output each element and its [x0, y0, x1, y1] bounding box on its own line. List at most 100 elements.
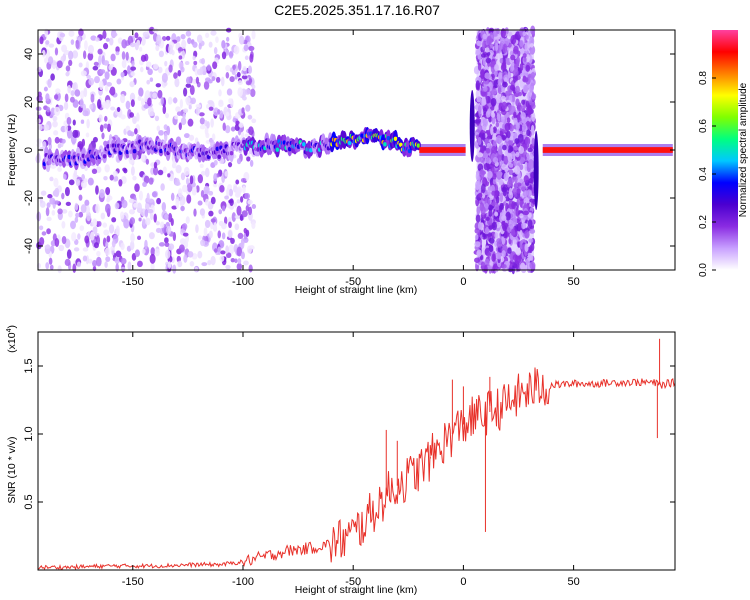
- noise-cell: [228, 98, 233, 104]
- noise-cell: [138, 217, 142, 222]
- noise-cell: [213, 248, 218, 253]
- x-tick-label: -100: [232, 276, 254, 288]
- noise-cell: [111, 32, 118, 37]
- noise-cell: [230, 257, 235, 263]
- noise-cell: [477, 53, 482, 60]
- noise-cell: [153, 166, 159, 176]
- noise-cell: [108, 224, 115, 234]
- noise-cell: [100, 212, 106, 220]
- noise-cell: [139, 190, 143, 201]
- noise-cell: [230, 126, 236, 132]
- noise-cell: [141, 248, 146, 254]
- x-tick-label: -150: [122, 576, 144, 588]
- noise-cell: [170, 218, 174, 226]
- noise-cell: [204, 219, 211, 229]
- noise-cell: [54, 238, 60, 247]
- noise-cell: [476, 41, 482, 47]
- noise-cell: [79, 98, 84, 108]
- noise-cell: [226, 187, 230, 198]
- noise-cell: [140, 97, 145, 107]
- noise-cell: [229, 76, 235, 83]
- noise-cell: [64, 258, 71, 267]
- noise-cell: [66, 249, 72, 260]
- noise-cell: [477, 174, 481, 182]
- snr-ticks: -150 -100 -50 0 50 0.5 1.0 1.5: [23, 332, 675, 588]
- noise-cell: [179, 98, 184, 109]
- noise-cell: [36, 66, 42, 73]
- colorbar-tick-label: 0.2: [698, 215, 709, 229]
- noise-cell: [213, 173, 218, 182]
- y-tick-label: 20: [23, 96, 35, 108]
- ridge-cell: [102, 154, 107, 159]
- noise-cell: [500, 63, 507, 72]
- noise-cell: [64, 186, 70, 197]
- noise-cell: [106, 235, 111, 243]
- noise-cell: [180, 205, 185, 212]
- noise-cell: [225, 245, 229, 254]
- noise-cell: [213, 159, 218, 166]
- noise-cell: [112, 170, 118, 177]
- noise-cell: [509, 124, 514, 132]
- noise-cell: [528, 238, 534, 243]
- noise-cell: [160, 183, 165, 191]
- noise-cell: [245, 205, 250, 212]
- noise-cell: [247, 114, 253, 120]
- noise-cell: [529, 45, 536, 55]
- noise-cell: [496, 241, 503, 248]
- noise-cell: [157, 89, 163, 99]
- noise-cell: [481, 132, 486, 140]
- noise-cell: [207, 99, 214, 105]
- noise-cell: [497, 86, 502, 94]
- noise-cell: [104, 71, 110, 80]
- noise-cell: [149, 253, 156, 264]
- noise-cell: [524, 230, 530, 239]
- noise-cell: [105, 186, 111, 196]
- noise-cell: [525, 64, 531, 72]
- noise-cell: [527, 212, 532, 218]
- noise-cell: [121, 199, 128, 209]
- noise-cell: [511, 93, 516, 103]
- noise-cell: [188, 134, 195, 141]
- noise-cell: [231, 212, 237, 222]
- noise-cell: [134, 42, 139, 51]
- noise-cell: [174, 77, 180, 88]
- noise-cell: [187, 37, 192, 45]
- noise-cell: [103, 229, 110, 236]
- noise-cell: [127, 130, 133, 137]
- noise-cell: [84, 199, 90, 207]
- noise-cell: [242, 95, 247, 101]
- noise-cell: [188, 104, 192, 110]
- noise-cell: [57, 265, 62, 274]
- noise-cell: [50, 163, 57, 169]
- colorbar-tick-label: 0.4: [698, 167, 709, 181]
- noise-cell: [185, 30, 192, 37]
- noise-cell: [72, 263, 77, 274]
- noise-cell: [54, 47, 59, 56]
- noise-cell: [474, 257, 481, 263]
- noise-cell: [237, 87, 243, 97]
- noise-cell: [130, 99, 135, 107]
- snr-marks: [37, 338, 676, 571]
- noise-cell: [505, 90, 510, 96]
- noise-cell: [485, 47, 490, 53]
- noise-cell: [237, 60, 242, 71]
- noise-cell: [506, 117, 511, 124]
- noise-cell: [46, 216, 52, 222]
- noise-cell: [48, 257, 53, 265]
- noise-cell: [111, 239, 116, 248]
- noise-cell: [506, 180, 512, 188]
- noise-cell: [500, 95, 506, 101]
- noise-cell: [142, 31, 149, 38]
- noise-cell: [143, 104, 150, 109]
- y-tick-label: 0.5: [23, 494, 35, 509]
- noise-cell: [233, 201, 238, 208]
- noise-cell: [127, 65, 131, 75]
- noise-cell: [251, 221, 256, 230]
- noise-cell: [484, 72, 491, 80]
- noise-cell: [221, 39, 226, 49]
- noise-cell: [499, 202, 504, 211]
- noise-cell: [120, 242, 125, 251]
- noise-cell: [162, 105, 167, 115]
- noise-cell: [195, 76, 200, 85]
